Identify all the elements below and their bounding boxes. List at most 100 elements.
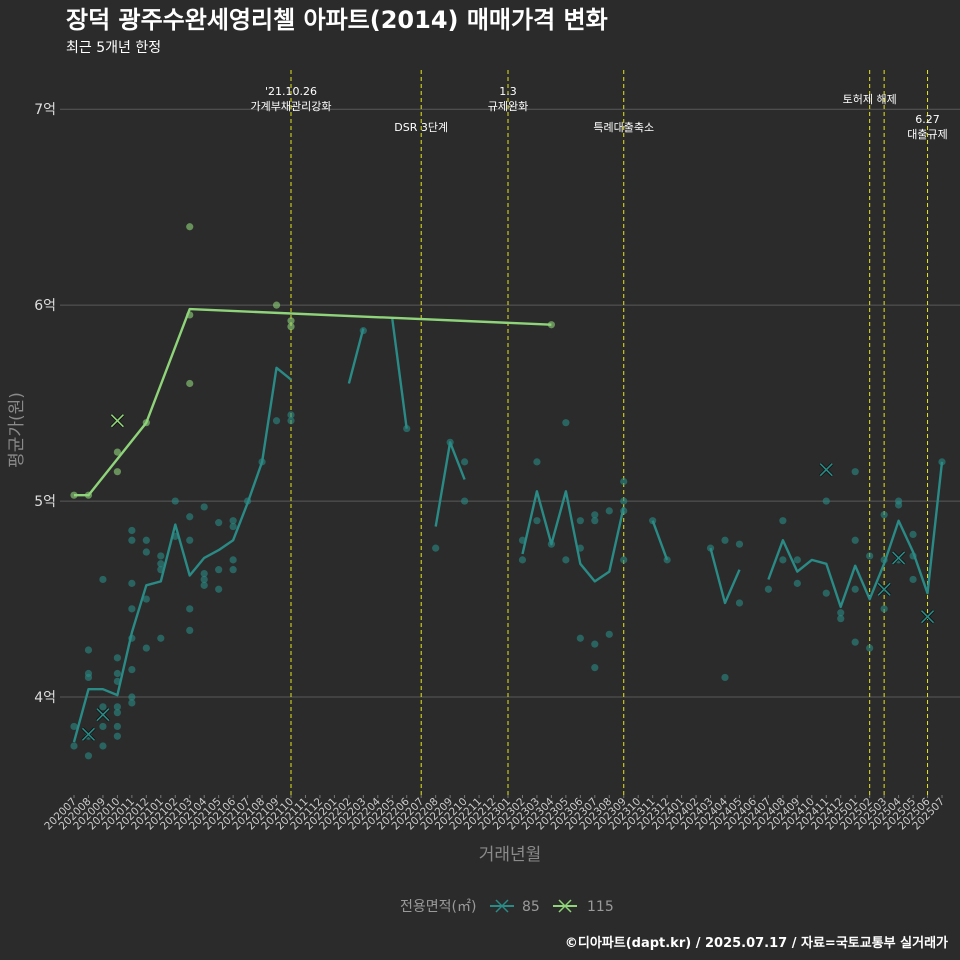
point-85-7 [99,742,107,750]
point-85-61 [461,497,469,505]
point-85-0 [70,722,78,731]
point-85-25 [128,699,136,707]
point-85-48 [229,522,237,531]
point-115-8 [272,301,281,309]
point-85-4 [84,673,93,682]
point-85-14 [113,722,121,731]
point-85-34 [171,497,179,505]
series-115 [70,223,556,499]
point-85-110 [909,530,917,538]
event-label-3-0: 특례대출축소 [593,121,654,134]
point-85-55 [287,411,295,419]
point-85-88 [735,599,744,607]
point-85-9 [99,575,107,584]
point-115-6 [186,379,194,388]
point-85-100 [851,585,859,593]
point-85-92 [793,556,801,564]
point-85-90 [779,517,787,525]
point-85-86 [721,673,729,682]
line-85-0 [72,366,292,743]
line-85-2 [391,318,408,429]
point-85-53 [272,417,281,425]
point-85-15 [113,732,121,740]
point-85-30 [157,552,165,560]
line-85-6 [709,547,741,605]
series-layer [70,223,946,760]
point-85-11 [113,654,121,662]
point-85-8 [99,703,107,711]
point-85-67 [562,419,570,427]
point-85-103 [866,644,874,652]
point-85-91 [779,556,787,564]
event-label-1-0: DSR 3단계 [394,121,448,134]
point-85-40 [200,503,208,511]
y-tick-5: 5억 [34,494,56,510]
point-85-113 [938,458,946,466]
point-85-24 [128,665,136,674]
point-115-11 [547,321,556,329]
legend: 전용면적(㎡) 85 115 [400,899,614,915]
point-85-28 [142,548,150,556]
point-85-13 [113,703,121,711]
point-85-71 [576,634,584,642]
point-85-94 [822,497,830,505]
line-85-1 [347,328,365,384]
point-85-72 [591,511,599,519]
point-85-38 [186,605,194,613]
point-85-49 [229,556,237,564]
y-tick-4: 4억 [34,690,56,706]
point-85-50 [229,566,237,574]
legend-swatch-85-cross [495,899,509,913]
legend-item-85: 85 [490,899,540,915]
chart-title: 장덕 광주수완세영리첼 아파트(2014) 매매가격 변화 [66,6,608,34]
point-85-19 [128,536,136,544]
event-label-6-1: 대출규제 [907,128,947,141]
event-label-0-0: '21.10.26 [265,85,317,98]
point-85-60 [461,458,469,466]
chart-subtitle: 최근 5개년 한정 [66,40,161,56]
point-85-10 [99,722,107,731]
line-85-5 [651,520,669,561]
point-85-108 [895,501,903,509]
point-85-21 [128,605,136,613]
event-label-4-0: 토허제 해제 [843,92,897,106]
legend-swatch-115-cross [558,899,572,913]
cross-85-1 [96,708,110,722]
cross-115-0 [110,414,124,428]
point-85-37 [186,536,194,544]
legend-label-115: 115 [587,899,614,915]
point-85-26 [142,595,150,603]
x-axis-title: 거래년월 [479,845,542,865]
point-85-47 [229,517,237,525]
event-label-0-1: 가계부채관리강화 [251,100,332,113]
point-115-2 [113,448,121,456]
point-85-46 [215,585,223,593]
point-85-31 [157,560,165,568]
point-85-65 [533,517,541,525]
event-label-6-0: 6.27 [915,113,940,126]
legend-title: 전용면적(㎡) [400,899,476,915]
series-85 [70,318,946,760]
point-85-97 [837,609,845,617]
line-115-0 [74,307,552,497]
point-85-76 [605,507,613,515]
point-85-87 [735,540,744,548]
point-85-79 [620,497,628,505]
y-tick-7: 7억 [34,102,56,118]
point-85-69 [576,517,584,525]
point-85-45 [215,566,223,574]
point-85-44 [215,519,223,527]
legend-item-115: 115 [553,899,614,915]
point-85-96 [837,615,845,623]
y-tick-6: 6억 [34,298,56,314]
point-85-101 [851,638,859,646]
point-85-5 [84,646,93,654]
line-85-3 [434,441,466,527]
point-85-104 [880,511,888,519]
point-85-41 [200,569,208,578]
point-85-2 [84,752,93,760]
line-85-4 [521,490,625,583]
point-85-39 [186,626,194,635]
point-85-75 [591,664,599,672]
